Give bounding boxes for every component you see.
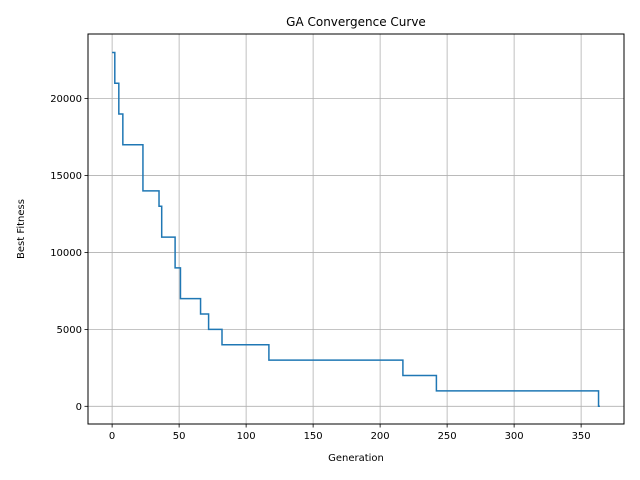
x-tick-label: 150 bbox=[304, 431, 323, 442]
x-axis-label: Generation bbox=[328, 453, 384, 464]
x-tick-label: 200 bbox=[371, 431, 390, 442]
y-tick-label: 10000 bbox=[50, 248, 82, 259]
x-tick-label: 250 bbox=[438, 431, 457, 442]
series-line bbox=[112, 51, 600, 408]
x-tick-label: 350 bbox=[572, 431, 591, 442]
y-tick-label: 15000 bbox=[50, 171, 82, 182]
y-tick-label: 20000 bbox=[50, 94, 82, 105]
x-tick-label: 0 bbox=[109, 431, 115, 442]
plot-frame bbox=[87, 33, 625, 425]
chart-title: GA Convergence Curve bbox=[286, 15, 426, 29]
grid bbox=[88, 34, 624, 424]
y-axis-label: Best Fitness bbox=[16, 199, 27, 259]
x-tick-label: 100 bbox=[237, 431, 256, 442]
y-tick-label: 0 bbox=[76, 402, 82, 413]
x-tick-label: 300 bbox=[505, 431, 524, 442]
ticks: 0 50 100 150 200 250 300 350 0 5000 10000 15000 2000… bbox=[50, 94, 590, 442]
x-tick-label: 50 bbox=[173, 431, 186, 442]
y-tick-label: 5000 bbox=[57, 325, 82, 336]
series-layer bbox=[112, 51, 600, 408]
